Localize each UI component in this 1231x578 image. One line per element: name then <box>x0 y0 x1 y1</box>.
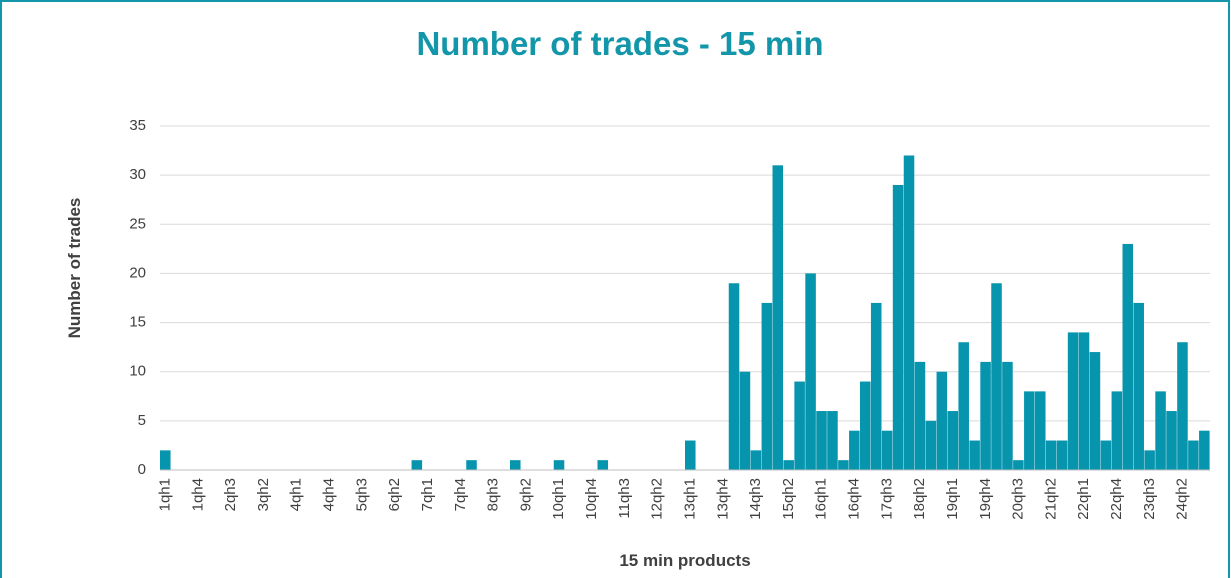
x-tick-label: 13qh4 <box>714 478 731 520</box>
bar <box>1035 391 1046 470</box>
bar <box>1166 411 1177 470</box>
x-tick-label: 4qh4 <box>321 478 338 511</box>
bar <box>805 273 816 470</box>
x-tick-label: 10qh4 <box>583 478 600 520</box>
bar <box>958 342 969 470</box>
x-axis-label: 15 min products <box>619 551 750 570</box>
x-tick-label: 3qh2 <box>255 478 272 511</box>
x-tick-label: 8qh3 <box>485 478 502 511</box>
x-tick-label: 19qh1 <box>944 478 961 520</box>
y-axis-label: Number of trades <box>65 198 84 339</box>
x-tick-label: 11qh3 <box>616 478 633 519</box>
bar <box>1089 352 1101 470</box>
bar <box>750 450 762 470</box>
bar <box>1067 332 1079 470</box>
bar <box>870 302 882 470</box>
bar <box>892 184 904 470</box>
y-tick-label: 20 <box>129 264 146 281</box>
bar <box>947 411 959 470</box>
x-tick-label: 7qh1 <box>419 478 436 511</box>
bar <box>160 450 171 470</box>
bar <box>860 381 871 470</box>
bar <box>1078 332 1090 470</box>
bar <box>1122 243 1134 470</box>
bar <box>903 155 915 470</box>
bar <box>1100 440 1112 470</box>
bar <box>772 165 784 471</box>
bar <box>980 361 991 470</box>
bar <box>1002 361 1013 470</box>
x-tick-label: 4qh1 <box>288 478 305 511</box>
bar <box>1144 450 1155 470</box>
x-tick-label: 21qh2 <box>1042 478 1059 520</box>
bar <box>914 361 926 470</box>
y-tick-label: 30 <box>129 166 146 183</box>
x-tick-label: 17qh3 <box>878 478 895 520</box>
x-tick-label: 15qh2 <box>780 478 797 520</box>
x-tick-label: 14qh3 <box>747 478 764 520</box>
y-tick-label: 15 <box>129 314 146 331</box>
bar <box>794 381 805 470</box>
y-tick-label: 5 <box>138 412 146 429</box>
bar <box>685 440 696 470</box>
bar <box>411 460 423 470</box>
bar <box>597 460 609 470</box>
bar <box>728 283 740 470</box>
bar <box>1013 460 1024 470</box>
bar <box>553 460 565 470</box>
y-tick-label: 0 <box>138 461 146 478</box>
y-tick-label: 25 <box>129 215 146 232</box>
bar <box>936 371 948 470</box>
x-tick-label: 6qh2 <box>386 478 403 511</box>
bar <box>816 411 827 470</box>
x-tick-label: 22qh4 <box>1108 478 1125 520</box>
bar <box>1177 342 1188 470</box>
x-tick-label: 24qh2 <box>1174 478 1191 520</box>
y-tick-label: 35 <box>129 117 146 134</box>
bar <box>838 460 849 470</box>
x-tick-label: 13qh1 <box>681 478 698 520</box>
bar <box>1111 391 1123 470</box>
bar <box>925 420 937 470</box>
x-tick-label: 7qh4 <box>452 478 469 511</box>
x-tick-label: 22qh1 <box>1075 478 1092 520</box>
x-tick-label: 19qh4 <box>977 478 994 520</box>
x-tick-label: 1qh1 <box>156 478 173 511</box>
y-tick-label: 10 <box>129 363 146 380</box>
bar <box>1024 391 1035 470</box>
bar <box>1188 440 1199 470</box>
x-tick-label: 5qh3 <box>353 478 370 511</box>
x-tick-label: 12qh2 <box>649 478 666 520</box>
x-tick-label: 1qh4 <box>189 478 206 511</box>
bar <box>991 283 1002 470</box>
bar <box>849 430 860 470</box>
bar <box>466 460 477 470</box>
x-tick-label: 2qh3 <box>222 478 239 511</box>
bar <box>1133 302 1144 470</box>
bar <box>510 460 521 470</box>
chart-title: Number of trades - 15 min <box>416 25 823 62</box>
bar <box>761 302 773 470</box>
bar <box>1155 391 1166 470</box>
x-tick-label: 18qh2 <box>911 478 928 520</box>
x-tick-label: 20qh3 <box>1010 478 1027 520</box>
x-tick-label: 10qh1 <box>550 478 567 520</box>
x-tick-label: 23qh3 <box>1141 478 1158 520</box>
x-tick-label: 16qh1 <box>813 478 830 520</box>
bar <box>881 430 893 470</box>
bar <box>739 371 751 470</box>
bar <box>1199 430 1210 470</box>
bar <box>1056 440 1068 470</box>
x-tick-label: 16qh4 <box>846 478 863 520</box>
bar <box>783 460 794 470</box>
bar <box>969 440 980 470</box>
bar <box>827 411 838 470</box>
x-tick-label: 9qh2 <box>517 478 534 511</box>
bar <box>1045 440 1057 470</box>
